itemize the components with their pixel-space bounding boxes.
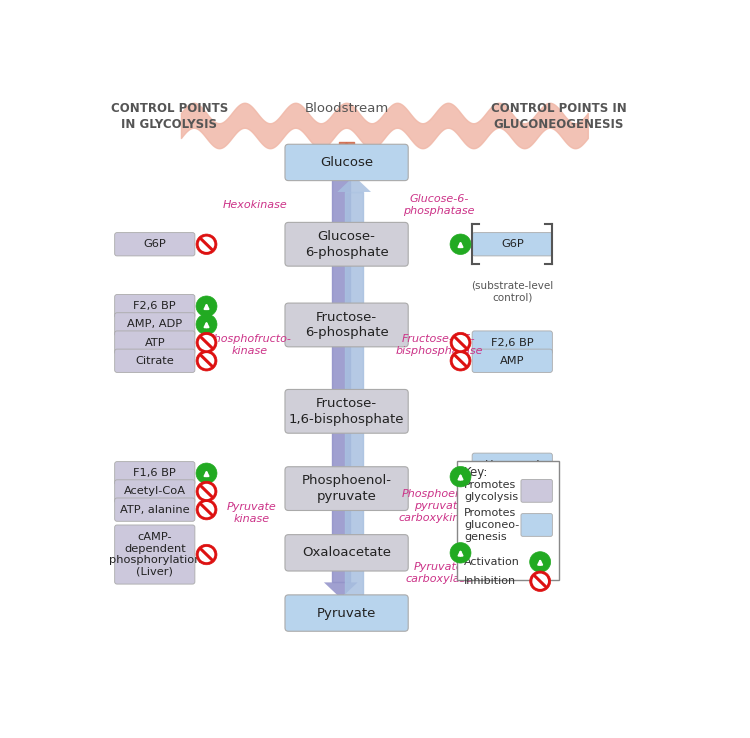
FancyBboxPatch shape (472, 349, 552, 373)
Text: Hexokinase: Hexokinase (223, 200, 288, 210)
FancyBboxPatch shape (285, 466, 408, 511)
FancyBboxPatch shape (115, 294, 195, 318)
FancyBboxPatch shape (285, 534, 408, 571)
FancyBboxPatch shape (457, 461, 559, 580)
Circle shape (199, 484, 214, 499)
Text: Oxaloacetate: Oxaloacetate (302, 546, 391, 559)
Polygon shape (338, 176, 371, 192)
Circle shape (450, 542, 471, 563)
FancyBboxPatch shape (472, 453, 552, 500)
Circle shape (530, 552, 550, 572)
Text: Bloodstream: Bloodstream (304, 102, 388, 115)
Text: CONTROL POINTS
IN GLYCOLYSIS: CONTROL POINTS IN GLYCOLYSIS (111, 103, 228, 131)
Text: AMP: AMP (500, 356, 524, 366)
Circle shape (450, 351, 471, 371)
Circle shape (196, 463, 217, 483)
Text: Fructose-
6-phosphate: Fructose- 6-phosphate (304, 311, 388, 339)
FancyBboxPatch shape (521, 514, 552, 537)
Text: Inhibition: Inhibition (464, 576, 516, 586)
Text: Fructose-
1,6-bisphosphate: Fructose- 1,6-bisphosphate (289, 397, 404, 426)
Text: CONTROL POINTS IN
GLUCONEOGENESIS: CONTROL POINTS IN GLUCONEOGENESIS (490, 103, 627, 131)
Circle shape (453, 335, 468, 351)
Text: ATP: ATP (145, 337, 165, 348)
Circle shape (450, 332, 471, 353)
FancyBboxPatch shape (115, 331, 195, 354)
FancyBboxPatch shape (115, 462, 195, 485)
Circle shape (199, 237, 214, 252)
Text: F2,6 BP: F2,6 BP (491, 337, 533, 348)
Circle shape (450, 466, 471, 487)
Text: Key:: Key: (464, 466, 488, 479)
Text: F1,6 BP: F1,6 BP (134, 469, 176, 478)
Circle shape (199, 353, 214, 368)
Polygon shape (333, 142, 361, 156)
FancyBboxPatch shape (115, 232, 195, 256)
Text: Pyruvate
carboxylase: Pyruvate carboxylase (405, 562, 472, 584)
FancyBboxPatch shape (115, 525, 195, 584)
Text: Promotes
glycolysis: Promotes glycolysis (464, 480, 518, 502)
Circle shape (199, 335, 214, 351)
Circle shape (196, 545, 217, 565)
Text: Pyruvate
kinase: Pyruvate kinase (227, 502, 277, 524)
Circle shape (196, 481, 217, 502)
FancyBboxPatch shape (115, 498, 195, 521)
Circle shape (196, 351, 217, 371)
Circle shape (532, 573, 548, 589)
Text: Glucose-
6-phosphate: Glucose- 6-phosphate (304, 230, 388, 258)
Polygon shape (324, 582, 358, 599)
FancyBboxPatch shape (521, 480, 552, 503)
Text: G6P: G6P (501, 239, 524, 249)
Text: Phosphoenol-
pyruvate: Phosphoenol- pyruvate (302, 475, 392, 503)
Text: Glucose-6-
phosphatase: Glucose-6- phosphatase (404, 194, 475, 216)
FancyBboxPatch shape (285, 222, 408, 266)
FancyBboxPatch shape (285, 390, 408, 433)
Text: Promotes
gluconeo-
genesis: Promotes gluconeo- genesis (464, 508, 519, 542)
FancyBboxPatch shape (115, 480, 195, 503)
Text: Activation: Activation (464, 557, 520, 567)
Text: G6P: G6P (143, 239, 166, 249)
Circle shape (196, 296, 217, 317)
Circle shape (450, 234, 471, 255)
FancyBboxPatch shape (285, 144, 408, 181)
FancyBboxPatch shape (472, 232, 552, 256)
FancyBboxPatch shape (115, 349, 195, 373)
Text: ATP, alanine: ATP, alanine (120, 505, 190, 514)
Text: Glucose: Glucose (320, 156, 374, 169)
FancyBboxPatch shape (285, 595, 408, 631)
Circle shape (453, 353, 468, 368)
FancyBboxPatch shape (472, 541, 552, 565)
FancyBboxPatch shape (472, 331, 552, 354)
FancyBboxPatch shape (285, 303, 408, 347)
Text: F2,6 BP: F2,6 BP (134, 301, 176, 311)
Circle shape (196, 314, 217, 334)
FancyBboxPatch shape (115, 313, 195, 336)
Text: Phosphofructo-
kinase: Phosphofructo- kinase (208, 334, 292, 356)
Circle shape (199, 547, 214, 562)
Text: Acetyl-CoA: Acetyl-CoA (482, 548, 543, 558)
Text: Phosphoenol-
pyruvate
carboxykinase: Phosphoenol- pyruvate carboxykinase (398, 489, 479, 523)
Text: cAMP-
dependent
phosphorylation
(Liver): cAMP- dependent phosphorylation (Liver) (109, 532, 201, 577)
Circle shape (196, 332, 217, 353)
Text: Hormonal
control of
synthesis: Hormonal control of synthesis (484, 460, 540, 493)
Text: AMP, ADP: AMP, ADP (128, 320, 182, 329)
Polygon shape (333, 162, 361, 176)
Text: Pyruvate: Pyruvate (317, 607, 376, 620)
Circle shape (199, 502, 214, 517)
Circle shape (196, 500, 217, 520)
Circle shape (530, 571, 550, 591)
Text: Fructose-1,6-
bisphosphatase: Fructose-1,6- bisphosphatase (395, 334, 483, 356)
Circle shape (196, 234, 217, 255)
Text: (substrate-level
control): (substrate-level control) (471, 280, 554, 303)
Text: Citrate: Citrate (136, 356, 174, 366)
Text: Acetyl-CoA: Acetyl-CoA (124, 486, 186, 497)
